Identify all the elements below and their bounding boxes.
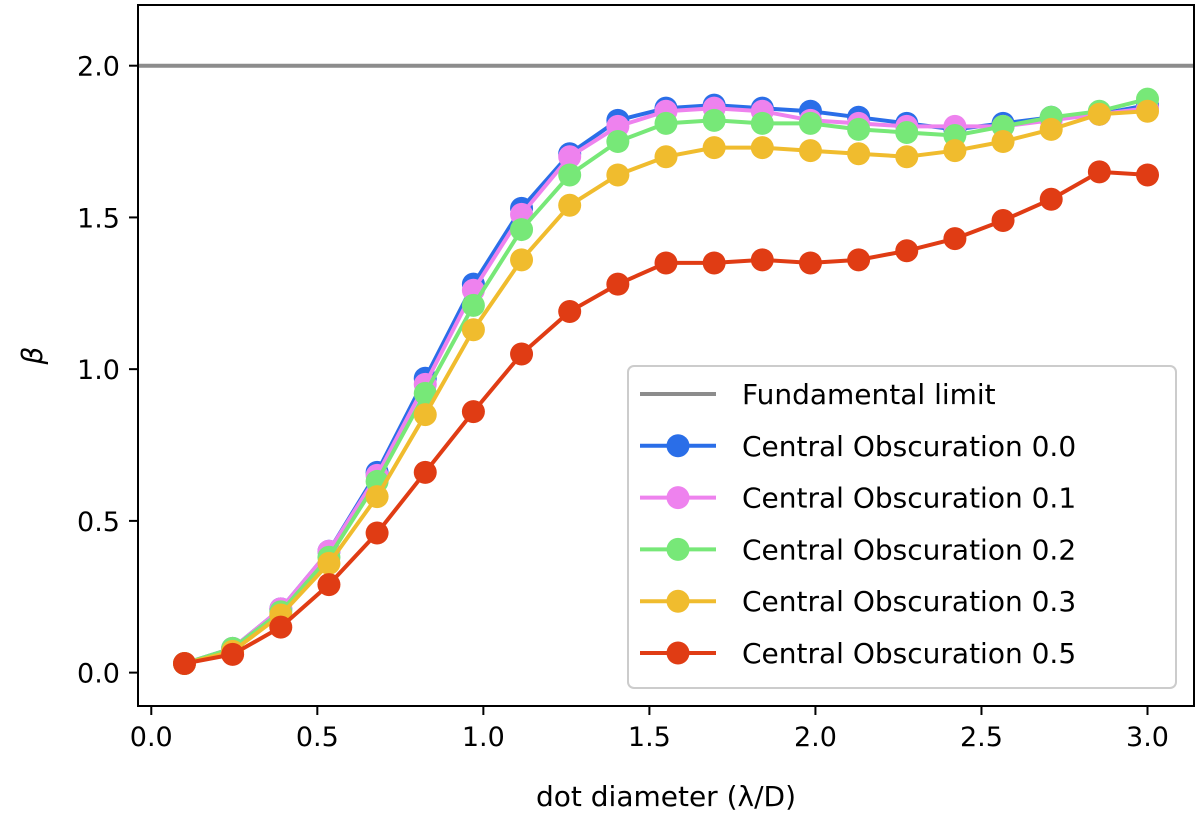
data-point (413, 403, 437, 427)
data-point (606, 163, 630, 187)
data-point (1136, 163, 1160, 187)
legend: Fundamental limit Central Obscuration 0.0… (627, 365, 1177, 689)
y-tick-label: 0.0 (77, 659, 120, 690)
data-point (461, 400, 485, 424)
data-point (702, 108, 726, 132)
x-tick-label: 2.0 (794, 722, 837, 753)
x-tick-label: 1.0 (462, 722, 505, 753)
legend-entry: Central Obscuration 0.3 (640, 585, 1076, 618)
data-point (798, 139, 822, 163)
data-point (461, 318, 485, 342)
data-point (847, 248, 871, 272)
data-point (365, 521, 389, 545)
data-point (461, 293, 485, 317)
x-axis: 0.0 0.5 1.0 1.5 2.0 2.5 3.0 (130, 706, 1169, 753)
data-point (895, 120, 919, 144)
data-point (413, 381, 437, 405)
data-point (1087, 102, 1111, 126)
data-point (510, 248, 534, 272)
legend-marker (666, 589, 690, 613)
y-tick-label: 2.0 (77, 52, 120, 83)
plot-area (138, 63, 1194, 676)
legend-label: Central Obscuration 0.3 (742, 585, 1076, 618)
y-axis: 0.0 0.5 1.0 1.5 2.0 (77, 52, 138, 690)
data-point (654, 145, 678, 169)
legend-label: Central Obscuration 0.0 (742, 430, 1076, 463)
data-point (510, 218, 534, 242)
data-point (702, 136, 726, 160)
y-tick-label: 0.5 (77, 507, 120, 538)
legend-label: Central Obscuration 0.1 (742, 482, 1076, 515)
legend-label: Central Obscuration 0.2 (742, 533, 1076, 566)
data-point (654, 251, 678, 275)
data-point (606, 130, 630, 154)
data-point (558, 145, 582, 169)
data-point (895, 239, 919, 263)
data-point (317, 573, 341, 597)
data-point (943, 227, 967, 251)
legend-entry: Central Obscuration 0.1 (640, 482, 1076, 515)
x-tick-label: 3.0 (1126, 722, 1169, 753)
data-point (558, 193, 582, 217)
data-point (510, 342, 534, 366)
y-tick-label: 1.5 (77, 203, 120, 234)
data-point (413, 460, 437, 484)
legend-marker (666, 486, 690, 510)
x-tick-label: 1.5 (628, 722, 671, 753)
data-point (895, 145, 919, 169)
data-point (991, 130, 1015, 154)
x-axis-label: dot diameter (λ/D) (536, 780, 796, 813)
legend-entry: Central Obscuration 0.5 (640, 637, 1076, 670)
data-point (991, 208, 1015, 232)
axes-frame (137, 4, 1195, 707)
data-point (221, 642, 245, 666)
data-point (1136, 99, 1160, 123)
data-point (365, 485, 389, 509)
plot-border (137, 4, 1195, 707)
y-tick-label: 1.0 (77, 355, 120, 386)
x-tick-label: 0.5 (296, 722, 339, 753)
data-point (750, 136, 774, 160)
data-point (172, 652, 196, 676)
data-point (558, 299, 582, 323)
data-point (847, 117, 871, 141)
data-point (943, 139, 967, 163)
data-point (750, 111, 774, 135)
legend-marker (666, 537, 690, 561)
data-point (1039, 187, 1063, 211)
data-point (798, 251, 822, 275)
legend-label: Central Obscuration 0.5 (742, 637, 1076, 670)
legend-entry: Fundamental limit (640, 378, 996, 411)
legend-entry: Central Obscuration 0.2 (640, 533, 1076, 566)
legend-entry: Central Obscuration 0.0 (640, 430, 1076, 463)
legend-marker (666, 641, 690, 665)
legend-marker (666, 434, 690, 458)
data-point (798, 111, 822, 135)
series-4 (172, 160, 1160, 676)
data-point (558, 163, 582, 187)
legend-box (627, 365, 1177, 689)
data-point (750, 248, 774, 272)
x-tick-label: 2.5 (960, 722, 1003, 753)
x-tick-label: 0.0 (130, 722, 173, 753)
data-point (1039, 117, 1063, 141)
series-3 (172, 99, 1160, 676)
data-point (1087, 160, 1111, 184)
data-point (847, 142, 871, 166)
data-point (317, 551, 341, 575)
data-point (269, 615, 293, 639)
data-point (654, 111, 678, 135)
y-axis-label: β (16, 346, 49, 365)
data-point (606, 272, 630, 296)
data-point (702, 251, 726, 275)
legend-label: Fundamental limit (742, 378, 996, 411)
